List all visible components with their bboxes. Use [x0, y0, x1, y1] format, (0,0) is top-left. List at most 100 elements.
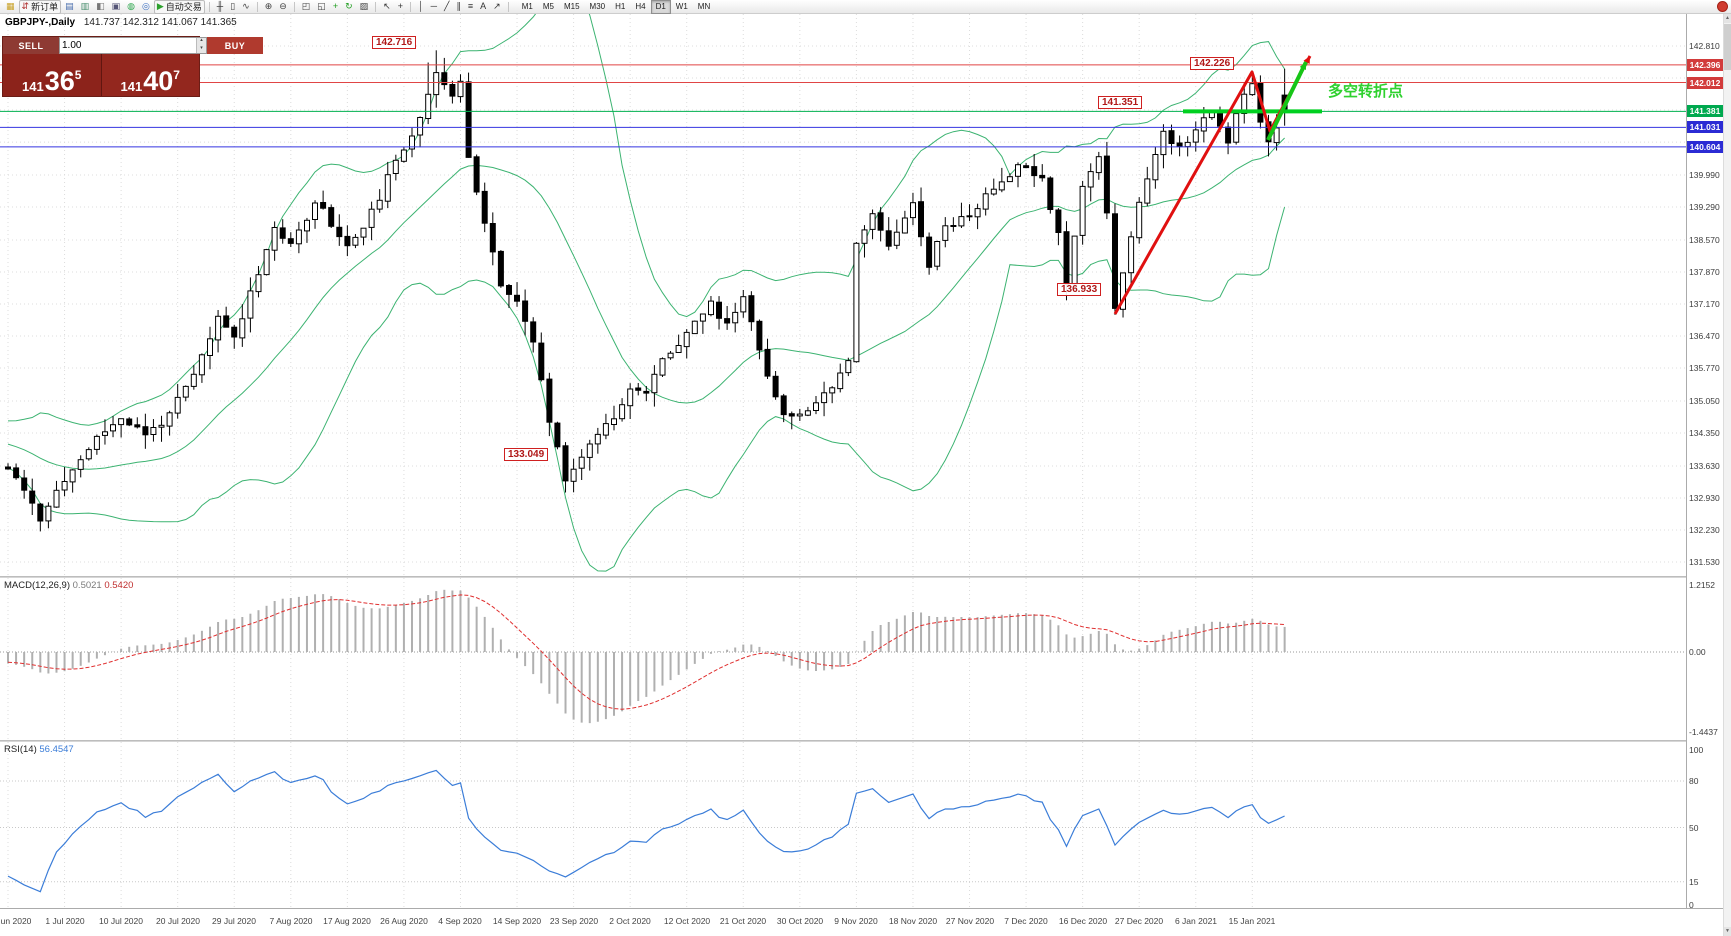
- community-icon: ◍: [127, 1, 135, 11]
- horizontal-line-objects: [0, 64, 1686, 148]
- macd-signal-line: [7, 594, 1285, 710]
- terminal-icon[interactable]: ▣: [109, 0, 124, 14]
- timeframe-w1[interactable]: W1: [675, 2, 688, 11]
- zoom-in-icon[interactable]: ⊕: [262, 0, 276, 14]
- rsi-value: 56.4547: [39, 744, 74, 755]
- toolbar-separator: [409, 1, 411, 12]
- date-label: 2 Oct 2020: [609, 916, 651, 926]
- tile-windows-icon[interactable]: ◰: [299, 0, 314, 14]
- horizontal-gridlines: [0, 45, 1686, 563]
- cursor-icon[interactable]: ↖: [380, 0, 394, 14]
- vertical-line-icon[interactable]: │: [415, 0, 427, 14]
- horizontal-line-icon[interactable]: ─: [428, 0, 440, 14]
- terminal-icon: ▣: [111, 1, 121, 11]
- date-label: 7 Aug 2020: [269, 916, 313, 926]
- timeframe-m1[interactable]: M1: [521, 2, 533, 11]
- bar-chart-icon[interactable]: ╫: [214, 0, 226, 14]
- macd-name: MACD(12,26,9): [4, 580, 70, 591]
- trendline-icon: ╱: [443, 1, 450, 11]
- bid-price-pip: 5: [74, 68, 82, 82]
- templates-icon[interactable]: ▨: [357, 0, 372, 14]
- date-label: 4 Sep 2020: [438, 916, 482, 926]
- price-axis-marker: 142.396: [1687, 59, 1723, 71]
- vertical-scrollbar[interactable]: ▲ ▼: [1723, 14, 1731, 936]
- date-label: 17 Aug 2020: [323, 916, 371, 926]
- timeframe-toolbar: M1 M5 M15 M30 H1 H4 D1 W1 MN: [517, 0, 716, 14]
- price-axis-label: 137.170: [1689, 299, 1720, 309]
- scroll-down-arrow[interactable]: ▼: [1724, 927, 1731, 936]
- volume-step-down-icon[interactable]: ▾: [200, 44, 203, 51]
- candlestick-chart-icon: ▯: [230, 1, 236, 11]
- rsi-level-lines: [0, 780, 1686, 883]
- scroll-up-arrow[interactable]: ▲: [1724, 14, 1731, 23]
- sell-button[interactable]: SELL: [3, 37, 59, 54]
- candlestick-chart-icon[interactable]: ▯: [227, 0, 238, 14]
- market-watch-icon[interactable]: ▤: [62, 0, 77, 14]
- volume-step-up-icon[interactable]: ▴: [200, 37, 203, 43]
- rsi-axis-label: 50: [1689, 823, 1699, 833]
- timeframe-m5[interactable]: M5: [542, 2, 554, 11]
- macd-histogram: [7, 589, 1286, 724]
- timeframe-h4[interactable]: H4: [635, 2, 646, 11]
- metaeditor-icon: ◎: [142, 1, 150, 11]
- rsi-indicator-panel[interactable]: [0, 742, 1686, 908]
- date-label: 23 Sep 2020: [549, 916, 599, 926]
- navigator-icon[interactable]: ◧: [93, 0, 108, 14]
- scrollbar-thumb[interactable]: [1724, 24, 1731, 70]
- channel-icon[interactable]: ∥: [453, 0, 464, 14]
- zoom-out-icon[interactable]: ⊖: [276, 0, 290, 14]
- timeframe-m15[interactable]: M15: [563, 2, 580, 11]
- ask-price-prefix: 141: [120, 79, 143, 94]
- arrows-icon[interactable]: ↗: [490, 0, 504, 14]
- line-chart-icon[interactable]: ∿: [239, 0, 253, 14]
- tile-windows-icon: ◰: [301, 1, 311, 11]
- main-price-chart[interactable]: [0, 14, 1686, 576]
- sell-price-button[interactable]: 141 36 5: [3, 54, 101, 96]
- date-label: 22 Jun 2020: [0, 916, 32, 926]
- community-icon[interactable]: ◍: [124, 0, 138, 14]
- price-axis-marker: 141.381: [1687, 105, 1723, 117]
- cascade-windows-icon[interactable]: ◱: [314, 0, 329, 14]
- buy-button[interactable]: BUY: [207, 37, 263, 54]
- autotrading-button[interactable]: ▶ 自动交易: [153, 0, 205, 14]
- new-order-button[interactable]: ⇵ 新订单: [18, 0, 62, 14]
- price-axis-marker: 142.012: [1687, 77, 1723, 89]
- fibonacci-icon[interactable]: ≡: [465, 0, 476, 14]
- trendline-icon[interactable]: ╱: [441, 0, 452, 14]
- date-label: 18 Nov 2020: [888, 916, 938, 926]
- period-refresh-icon[interactable]: ↻: [342, 0, 356, 14]
- panel-splitter-rsi[interactable]: [0, 740, 1731, 742]
- cursor-icon: ↖: [383, 1, 391, 11]
- price-axis-label: 138.570: [1689, 235, 1720, 245]
- date-label: 6 Jan 2021: [1174, 916, 1218, 926]
- volume-input[interactable]: [60, 38, 196, 53]
- macd-indicator-panel[interactable]: [0, 578, 1686, 740]
- rsi-indicator-label: RSI(14) 56.4547: [4, 744, 74, 755]
- timeframe-d1[interactable]: D1: [650, 0, 671, 14]
- data-window-icon[interactable]: ▥: [78, 0, 93, 14]
- app-icon[interactable]: ▦: [3, 0, 18, 14]
- price-axis-marker: 140.604: [1687, 141, 1723, 153]
- volume-stepper[interactable]: ▴ ▾: [196, 38, 206, 53]
- chart-title: GBPJPY-,Daily 141.737 142.312 141.067 14…: [5, 17, 237, 28]
- timeframe-h1[interactable]: H1: [615, 2, 626, 11]
- price-axis-label: 136.470: [1689, 331, 1720, 341]
- date-label: 15 Jan 2021: [1228, 916, 1276, 926]
- indicators-icon[interactable]: +: [330, 0, 341, 14]
- price-axis-marker: 141.031: [1687, 121, 1723, 133]
- rsi-axis-label: 15: [1689, 877, 1699, 887]
- timeframe-m30[interactable]: M30: [589, 2, 606, 11]
- toolbar-separator: [507, 1, 509, 12]
- volume-field: ▴ ▾: [59, 37, 207, 54]
- notification-badge[interactable]: [1717, 1, 1728, 12]
- price-axis-label: 133.630: [1689, 461, 1720, 471]
- buy-price-button[interactable]: 141 40 7: [101, 54, 199, 96]
- time-axis[interactable]: 22 Jun 2020 1 Jul 2020 10 Jul 2020 20 Jul 2…: [0, 908, 1731, 936]
- price-axis[interactable]: 142.810 139.990 139.290 138.570 137.870 137.1…: [1686, 14, 1723, 910]
- crosshair-icon[interactable]: +: [395, 0, 406, 14]
- panel-splitter-macd[interactable]: [0, 576, 1731, 578]
- metaeditor-icon[interactable]: ◎: [139, 0, 153, 14]
- text-icon[interactable]: A: [477, 0, 489, 14]
- price-axis-label: 135.050: [1689, 396, 1720, 406]
- timeframe-mn[interactable]: MN: [697, 2, 711, 11]
